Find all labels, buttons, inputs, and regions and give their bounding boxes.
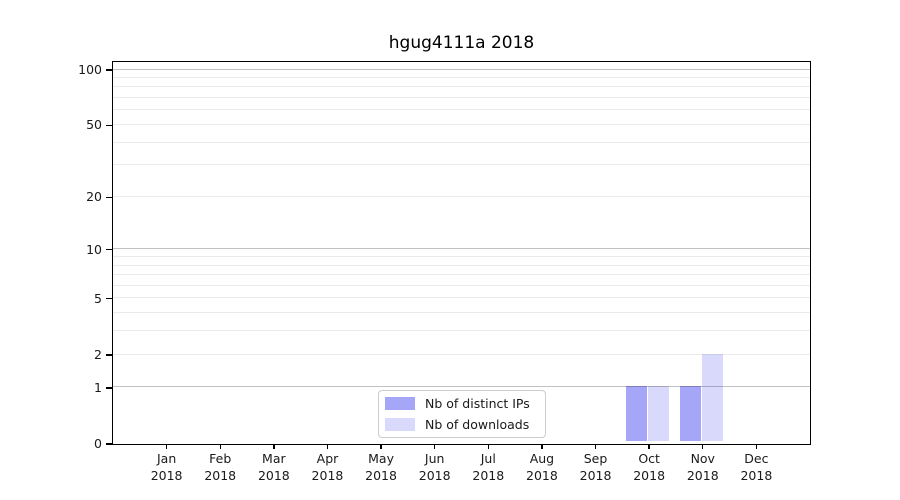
x-tick-month: Apr (316, 451, 339, 466)
y-tick-mark (106, 196, 112, 198)
x-tick-mark (702, 444, 704, 449)
x-tick-year: 2018 (740, 468, 773, 483)
minor-gridline (113, 195, 810, 197)
x-tick-mark (648, 444, 650, 449)
x-tick-label: Apr 2018 (295, 450, 359, 484)
x-tick-year: 2018 (150, 468, 183, 483)
x-tick-year: 2018 (418, 468, 451, 483)
x-tick-mark (487, 444, 489, 449)
y-tick-label: 50 (86, 117, 102, 133)
y-tick-mark (106, 69, 112, 71)
x-tick-year: 2018 (365, 468, 397, 483)
x-tick-month: Aug (529, 451, 555, 466)
x-tick-label: Mar 2018 (242, 450, 306, 484)
x-tick-mark (380, 444, 382, 449)
x-tick-month: Feb (209, 451, 232, 466)
x-tick-month: May (368, 451, 394, 466)
x-tick-year: 2018 (526, 468, 558, 483)
x-tick-mark (326, 444, 329, 449)
legend-swatch (385, 397, 415, 411)
y-tick-label: 10 (86, 241, 102, 257)
x-tick-label: Aug 2018 (510, 450, 574, 484)
y-tick-label: 1 (94, 379, 102, 395)
x-tick-label: May 2018 (349, 450, 413, 484)
y-tick-label: 2 (94, 346, 102, 362)
y-tick-mark (106, 387, 112, 389)
x-tick-label: Jun 2018 (403, 450, 467, 484)
x-tick-month: Sep (583, 451, 608, 466)
minor-gridline (113, 264, 810, 266)
x-tick-year: 2018 (686, 468, 719, 483)
minor-gridline (113, 86, 810, 88)
bar-distinct-ips (679, 386, 701, 442)
x-tick-mark (541, 444, 543, 449)
x-tick-month: Dec (744, 451, 769, 466)
x-tick-label: Nov 2018 (671, 450, 735, 484)
major-gridline (113, 68, 810, 70)
x-tick-year: 2018 (472, 468, 505, 483)
y-tick-label: 5 (94, 290, 102, 306)
x-tick-label: Jul 2018 (456, 450, 520, 484)
x-tick-label: Sep 2018 (564, 450, 628, 484)
minor-gridline (113, 164, 810, 166)
y-tick-mark (106, 248, 112, 251)
x-tick-label: Dec 2018 (724, 450, 788, 484)
x-tick-mark (594, 444, 597, 449)
x-tick-month: Jun (424, 451, 445, 466)
minor-gridline (113, 123, 810, 125)
legend-label: Nb of distinct IPs (425, 396, 530, 412)
minor-gridline (113, 330, 810, 332)
major-gridline (113, 248, 810, 250)
x-tick-month: Mar (262, 451, 286, 466)
bar-downloads (648, 386, 670, 442)
minor-gridline (113, 274, 810, 276)
minor-gridline (113, 297, 810, 299)
x-tick-mark (755, 444, 758, 449)
x-tick-mark (219, 444, 221, 449)
x-tick-month: Nov (690, 451, 715, 466)
minor-gridline (113, 77, 810, 79)
x-tick-month: Jul (480, 451, 496, 466)
minor-gridline (113, 109, 810, 111)
x-tick-month: Jan (156, 451, 177, 466)
minor-gridline (113, 353, 810, 355)
y-tick-label: 20 (86, 189, 102, 205)
minor-gridline (113, 312, 810, 314)
y-tick-label: 100 (78, 62, 102, 77)
legend-item: Nb of distinct IPs (385, 395, 538, 413)
y-tick-label: 0 (94, 436, 102, 451)
x-tick-year: 2018 (311, 468, 344, 483)
minor-gridline (113, 284, 810, 286)
legend-swatch (385, 417, 415, 431)
bar-distinct-ips (626, 386, 648, 442)
legend: Nb of distinct IPs Nb of downloads (378, 390, 546, 438)
x-tick-year: 2018 (204, 468, 237, 483)
plot-area (112, 61, 811, 445)
y-tick-mark (106, 298, 112, 300)
legend-item: Nb of downloads (385, 416, 538, 434)
minor-gridline (113, 141, 810, 143)
x-tick-year: 2018 (579, 468, 612, 483)
minor-gridline (113, 256, 810, 257)
x-tick-label: Jan 2018 (135, 450, 199, 484)
x-tick-label: Feb 2018 (188, 450, 252, 484)
x-tick-month: Oct (638, 451, 660, 466)
chart-title: hgug4111a 2018 (388, 33, 535, 53)
x-tick-year: 2018 (633, 468, 666, 483)
x-tick-mark (273, 444, 275, 449)
x-tick-mark (165, 444, 168, 449)
x-tick-label: Oct 2018 (617, 450, 681, 484)
legend-label: Nb of downloads (425, 416, 530, 432)
bar-downloads (701, 353, 723, 442)
y-tick-mark (106, 124, 112, 127)
y-tick-mark (106, 354, 112, 356)
x-tick-mark (433, 444, 436, 449)
major-gridline (113, 386, 810, 388)
x-tick-year: 2018 (257, 468, 290, 483)
y-tick-mark (106, 443, 112, 445)
minor-gridline (113, 97, 810, 99)
